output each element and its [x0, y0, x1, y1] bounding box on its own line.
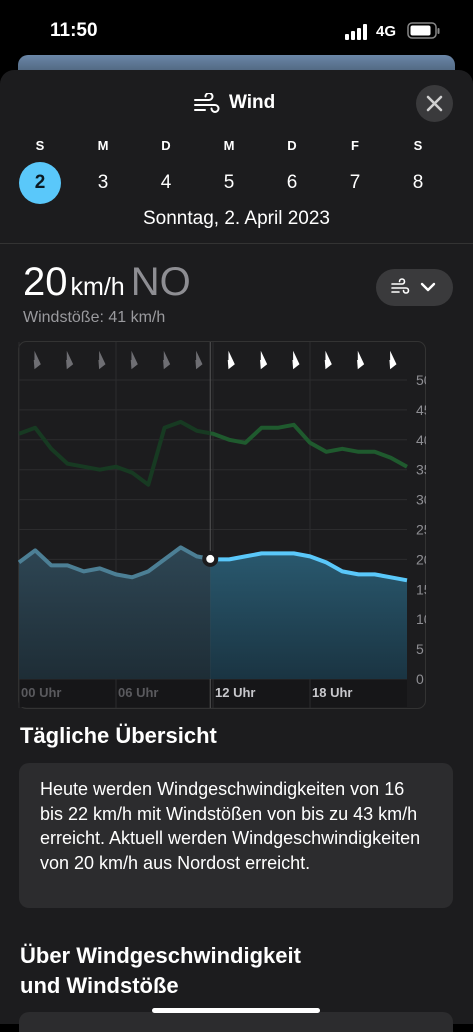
direction-arrow	[324, 350, 332, 370]
day-letter: D	[287, 138, 297, 153]
day-letter: M	[97, 138, 109, 153]
x-tick-label: 00 Uhr	[21, 685, 61, 700]
day-letter: D	[161, 138, 171, 153]
summary-card: Heute werden Windgeschwindigkeiten von 1…	[19, 763, 453, 908]
direction-arrow	[227, 350, 235, 370]
y-tick-label: 45	[416, 402, 426, 418]
day-number[interactable]: 2	[19, 162, 61, 204]
y-tick-label: 40	[416, 432, 426, 448]
x-tick-label: 18 Uhr	[312, 685, 352, 700]
day-number[interactable]: 6	[286, 172, 298, 193]
area	[210, 553, 407, 679]
direction-arrow	[357, 350, 365, 370]
direction-arrow	[260, 350, 268, 370]
next-card	[19, 1012, 453, 1032]
section-title: Über Windgeschwindigkeit und Windstöße	[20, 941, 301, 1001]
wind-chart: 0 5 10 15 20 25 30 35 40 45 50 00 Uhr 06 Uhr 12 Uhr 18…	[18, 341, 426, 709]
close-button[interactable]	[416, 85, 453, 122]
day-number[interactable]: 4	[160, 172, 172, 193]
section-title: Tägliche Übersicht	[20, 723, 217, 748]
current-reading: 20 km/h NO	[23, 260, 191, 305]
day-letter: S	[413, 138, 423, 153]
y-tick-label: 0	[416, 671, 424, 687]
day-letter: M	[223, 138, 235, 153]
y-tick-label: 35	[416, 462, 426, 478]
direction-arrow	[292, 350, 300, 370]
direction-arrow	[130, 350, 138, 370]
home-indicator	[152, 1008, 320, 1013]
day-number[interactable]: 8	[412, 172, 424, 193]
wind-icon	[194, 93, 220, 113]
line-past	[18, 419, 211, 487]
day-letter: F	[351, 138, 359, 153]
network: 4G	[376, 23, 397, 40]
day-letter: S	[35, 138, 45, 153]
x-tick-label: 12 Uhr	[215, 685, 255, 700]
direction-arrow	[33, 350, 41, 370]
y-tick-label: 15	[416, 581, 426, 597]
direction-arrow	[163, 350, 171, 370]
y-tick-label: 20	[416, 551, 426, 567]
now-marker	[202, 550, 219, 567]
y-tick-label: 10	[416, 611, 426, 627]
direction-arrow	[195, 350, 203, 370]
sheet-title: Wind	[229, 92, 276, 113]
direction-arrow	[66, 350, 74, 370]
status-bar: 11:50 4G	[0, 0, 473, 60]
line-past	[18, 545, 211, 580]
day-number[interactable]: 5	[223, 172, 235, 193]
y-tick-label: 5	[416, 641, 424, 657]
title-line: und Windstöße	[20, 973, 179, 998]
day-number[interactable]: 7	[349, 172, 361, 193]
y-tick-label: 30	[416, 492, 426, 508]
direction-arrow	[389, 350, 397, 370]
y-tick-label: 25	[416, 522, 426, 538]
summary-text: Heute werden Windgeschwindigkeiten von 1…	[40, 779, 421, 873]
x-tick-label: 06 Uhr	[118, 685, 158, 700]
battery-icon	[407, 22, 440, 39]
date-label: Sonntag, 2. April 2023	[143, 208, 330, 229]
signal-icon	[345, 24, 367, 40]
divider	[0, 243, 473, 244]
day-number[interactable]: 3	[97, 172, 109, 193]
line	[210, 422, 408, 469]
mode-button[interactable]	[376, 269, 453, 306]
clock: 11:50	[50, 20, 98, 41]
direction-arrow	[98, 350, 106, 370]
direction: NO	[130, 260, 191, 304]
speed: 20	[23, 260, 68, 304]
y-tick-label: 50	[416, 372, 426, 388]
title-line: Über Windgeschwindigkeit	[20, 943, 301, 968]
gusts-label: Windstöße: 41 km/h	[23, 309, 166, 326]
area-past	[19, 547, 211, 679]
unit: km/h	[70, 273, 125, 301]
